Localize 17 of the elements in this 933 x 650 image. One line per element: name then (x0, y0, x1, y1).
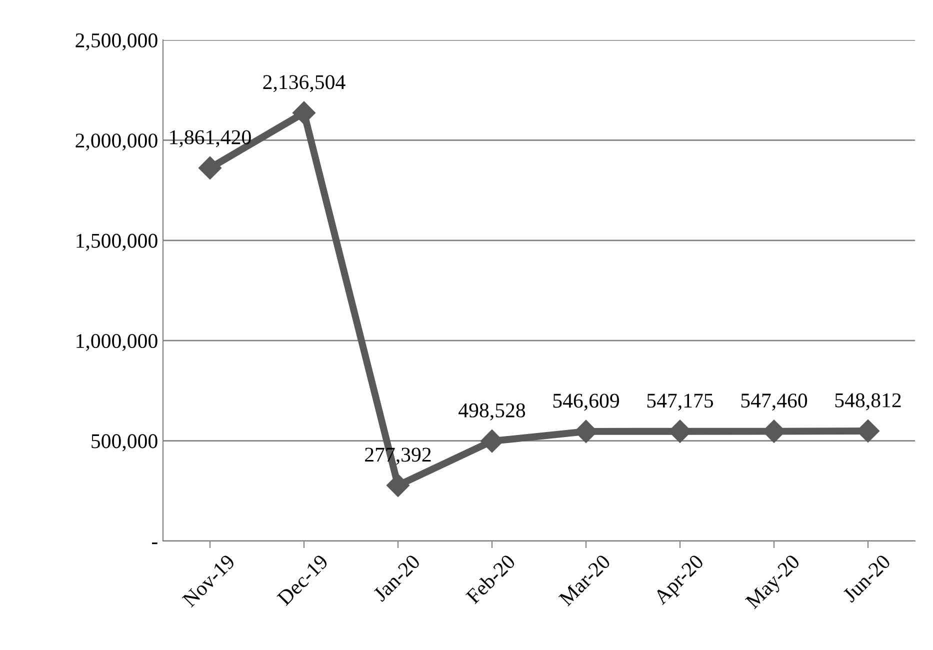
point (386, 474, 410, 497)
y-tick-label: 1,000,000 (76, 334, 158, 352)
y-tick-label: 2,500,000 (76, 33, 158, 50)
data-label: 546,609 (553, 394, 619, 411)
data-label: 548,812 (835, 393, 901, 410)
data-label: 2,136,504 (263, 75, 346, 92)
point (198, 156, 222, 180)
y-tick-label: - (152, 542, 158, 544)
data-label: 1,861,420 (170, 130, 251, 148)
y-tick-label: 1,500,000 (76, 234, 158, 251)
y-tick-label: 2,000,000 (76, 134, 158, 151)
y-tick-label: 500,000 (92, 434, 158, 452)
data-label: 498,528 (458, 403, 526, 420)
data-label: 547,460 (741, 394, 808, 411)
data-label: 547,175 (647, 394, 714, 411)
point (480, 430, 504, 453)
point (292, 101, 316, 124)
